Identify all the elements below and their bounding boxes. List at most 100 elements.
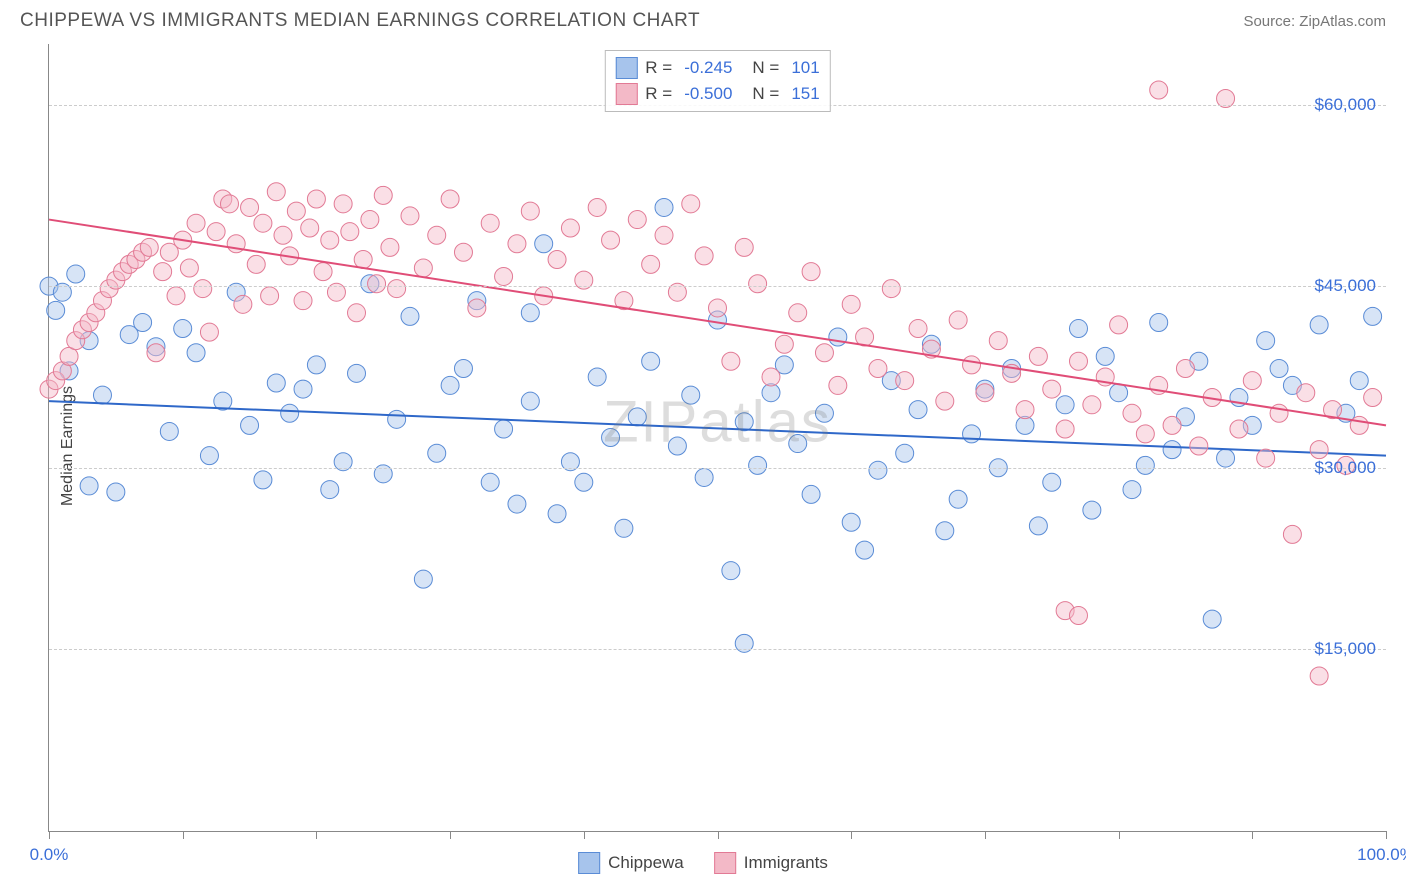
data-point-immigrants — [374, 186, 392, 204]
legend-row-immigrants: R = -0.500 N = 151 — [615, 81, 819, 107]
data-point-immigrants — [815, 344, 833, 362]
data-point-chippewa — [428, 444, 446, 462]
data-point-immigrants — [334, 195, 352, 213]
data-point-chippewa — [936, 522, 954, 540]
data-point-immigrants — [949, 311, 967, 329]
data-point-chippewa — [789, 435, 807, 453]
data-point-chippewa — [735, 413, 753, 431]
data-point-immigrants — [414, 259, 432, 277]
source-label: Source: ZipAtlas.com — [1243, 13, 1386, 30]
data-point-chippewa — [401, 307, 419, 325]
series-legend: Chippewa Immigrants — [578, 852, 828, 874]
data-point-chippewa — [80, 477, 98, 495]
legend-item-chippewa: Chippewa — [578, 852, 684, 874]
data-point-chippewa — [815, 404, 833, 422]
data-point-chippewa — [1029, 517, 1047, 535]
data-point-chippewa — [588, 368, 606, 386]
data-point-chippewa — [668, 437, 686, 455]
data-point-chippewa — [615, 519, 633, 537]
data-point-immigrants — [989, 332, 1007, 350]
data-point-immigrants — [548, 251, 566, 269]
data-point-chippewa — [267, 374, 285, 392]
data-point-immigrants — [642, 255, 660, 273]
correlation-legend: R = -0.245 N = 101 R = -0.500 N = 151 — [604, 50, 830, 112]
data-point-chippewa — [1110, 384, 1128, 402]
data-point-immigrants — [695, 247, 713, 265]
data-point-chippewa — [856, 541, 874, 559]
data-point-immigrants — [267, 183, 285, 201]
data-point-chippewa — [602, 429, 620, 447]
y-tick-label: $45,000 — [1315, 276, 1376, 296]
data-point-chippewa — [1069, 320, 1087, 338]
n-label: N = — [752, 84, 779, 104]
data-point-immigrants — [936, 392, 954, 410]
data-point-chippewa — [481, 473, 499, 491]
data-point-chippewa — [1310, 316, 1328, 334]
data-point-immigrants — [1297, 384, 1315, 402]
legend-label-chippewa: Chippewa — [608, 853, 684, 873]
data-point-immigrants — [1056, 420, 1074, 438]
legend-row-chippewa: R = -0.245 N = 101 — [615, 55, 819, 81]
data-point-chippewa — [909, 401, 927, 419]
data-point-chippewa — [67, 265, 85, 283]
data-point-immigrants — [682, 195, 700, 213]
data-point-immigrants — [348, 304, 366, 322]
chart-plot-area: ZIPatlas R = -0.245 N = 101 R = -0.500 N… — [48, 44, 1386, 832]
data-point-chippewa — [495, 420, 513, 438]
data-point-immigrants — [388, 280, 406, 298]
data-point-immigrants — [1123, 404, 1141, 422]
data-point-immigrants — [1230, 420, 1248, 438]
n-label: N = — [752, 58, 779, 78]
data-point-chippewa — [414, 570, 432, 588]
chart-title: CHIPPEWA VS IMMIGRANTS MEDIAN EARNINGS C… — [20, 10, 700, 32]
data-point-chippewa — [1364, 307, 1382, 325]
data-point-immigrants — [274, 226, 292, 244]
data-point-immigrants — [1069, 606, 1087, 624]
data-point-chippewa — [521, 392, 539, 410]
data-point-immigrants — [655, 226, 673, 244]
legend-swatch-chippewa — [578, 852, 600, 874]
data-point-chippewa — [134, 313, 152, 331]
data-point-immigrants — [802, 263, 820, 281]
data-point-chippewa — [160, 422, 178, 440]
trend-line-immigrants — [49, 220, 1386, 426]
data-point-immigrants — [789, 304, 807, 322]
data-point-immigrants — [361, 211, 379, 229]
r-value-chippewa: -0.245 — [684, 58, 732, 78]
data-point-immigrants — [1043, 380, 1061, 398]
data-point-chippewa — [949, 490, 967, 508]
data-point-immigrants — [1029, 347, 1047, 365]
data-point-immigrants — [354, 251, 372, 269]
data-point-immigrants — [628, 211, 646, 229]
data-point-chippewa — [896, 444, 914, 462]
data-point-immigrants — [1016, 401, 1034, 419]
y-tick-label: $30,000 — [1315, 458, 1376, 478]
data-point-chippewa — [307, 356, 325, 374]
data-point-immigrants — [1243, 372, 1261, 390]
data-point-immigrants — [200, 323, 218, 341]
data-point-immigrants — [909, 320, 927, 338]
data-point-chippewa — [321, 481, 339, 499]
data-point-immigrants — [234, 295, 252, 313]
data-point-chippewa — [348, 364, 366, 382]
data-point-immigrants — [207, 223, 225, 241]
data-point-chippewa — [174, 320, 192, 338]
data-point-immigrants — [1257, 449, 1275, 467]
data-point-chippewa — [842, 513, 860, 531]
data-point-chippewa — [1270, 359, 1288, 377]
data-point-chippewa — [1123, 481, 1141, 499]
data-point-chippewa — [281, 404, 299, 422]
data-point-immigrants — [508, 235, 526, 253]
data-point-immigrants — [147, 344, 165, 362]
data-point-chippewa — [749, 456, 767, 474]
data-point-immigrants — [307, 190, 325, 208]
data-point-immigrants — [1310, 441, 1328, 459]
data-point-immigrants — [749, 275, 767, 293]
data-point-chippewa — [829, 328, 847, 346]
data-point-chippewa — [47, 301, 65, 319]
data-point-immigrants — [154, 263, 172, 281]
data-point-chippewa — [508, 495, 526, 513]
data-point-immigrants — [1136, 425, 1154, 443]
data-point-chippewa — [1083, 501, 1101, 519]
data-point-immigrants — [1283, 525, 1301, 543]
